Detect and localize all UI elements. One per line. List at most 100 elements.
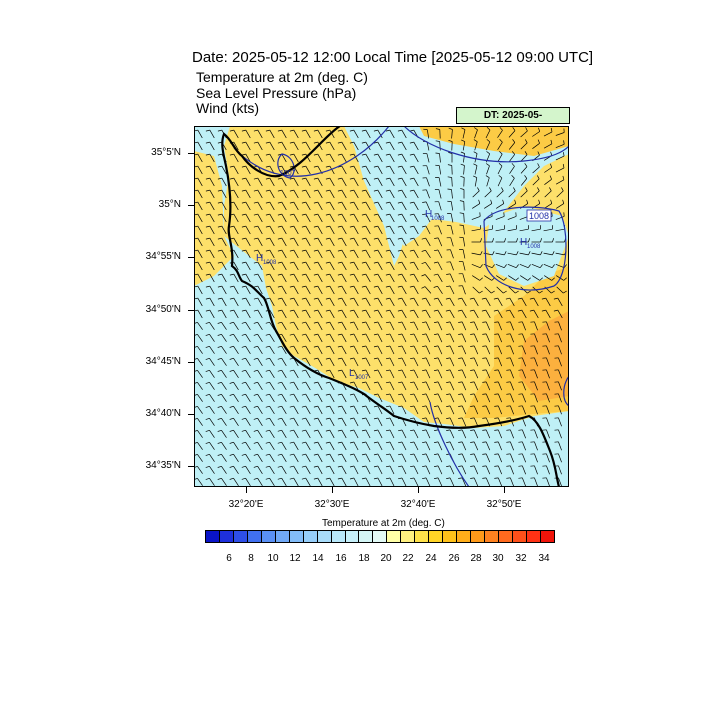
wind-barb — [509, 297, 515, 307]
wind-barb — [329, 189, 335, 199]
wind-barb — [341, 297, 347, 307]
wind-barb — [365, 405, 371, 415]
wind-barb-flag — [398, 393, 403, 396]
wind-barb — [438, 189, 442, 199]
wind-barb-flag — [277, 177, 282, 180]
wind-barb — [341, 465, 347, 475]
wind-barb-flag — [205, 165, 210, 168]
wind-barb — [329, 249, 335, 259]
wind-barb — [269, 394, 275, 402]
wind-barb — [413, 321, 419, 331]
wind-barb — [437, 345, 443, 355]
wind-barb-flag — [349, 237, 354, 240]
wind-barb — [389, 333, 395, 343]
wind-barb-flag — [397, 141, 402, 144]
wind-barb-flag — [518, 405, 523, 407]
wind-barb — [209, 165, 215, 175]
wind-barb-flag — [494, 381, 499, 383]
wind-barb — [245, 213, 251, 223]
wind-barb-flag — [494, 453, 499, 455]
wind-barb-flag — [241, 345, 246, 348]
wind-barb — [532, 166, 540, 174]
wind-barb-flag — [397, 237, 402, 240]
wind-barb-flag — [409, 189, 414, 192]
wind-barb-flag — [494, 393, 499, 395]
wind-barb — [461, 381, 467, 391]
wind-barb — [521, 441, 527, 451]
wind-barb-flag — [229, 477, 234, 480]
wind-barb-flag — [385, 153, 390, 156]
wind-barb-flag — [241, 441, 246, 444]
wind-barb-flag — [446, 405, 451, 407]
wind-barb-flag — [506, 405, 511, 407]
wind-barb — [233, 141, 239, 151]
wind-barb — [377, 465, 383, 475]
wind-barb — [353, 429, 359, 439]
wind-barb — [450, 249, 454, 259]
wind-barb — [438, 201, 442, 211]
wind-barb — [532, 131, 540, 137]
wind-barb — [257, 418, 263, 426]
wind-barb — [257, 141, 263, 151]
wind-barb — [558, 429, 562, 439]
wind-barb — [483, 228, 493, 232]
wind-barb-flag — [398, 333, 403, 336]
wind-barb — [257, 346, 263, 354]
wind-barb-flag — [482, 441, 487, 443]
wind-barb — [257, 394, 263, 402]
wind-barb — [534, 321, 538, 331]
wind-barb — [521, 477, 527, 487]
wind-barb — [437, 453, 443, 463]
wind-barb — [269, 430, 275, 438]
wind-barb — [389, 297, 395, 307]
wind-barb — [437, 441, 443, 451]
wind-barb-flag — [265, 441, 270, 444]
wind-barb-flag — [277, 189, 282, 192]
wind-barb-flag — [265, 141, 270, 144]
isobar-east-high — [483, 206, 567, 291]
wind-barb — [509, 381, 515, 391]
wind-barb — [233, 189, 239, 199]
wind-barb-flag — [373, 189, 378, 192]
wind-barb — [305, 297, 311, 307]
wind-barb — [293, 429, 299, 439]
wind-barb — [461, 441, 467, 451]
wind-barb — [473, 321, 479, 331]
pressure-label-low-south-value: 1007 — [355, 375, 369, 381]
wind-barb-flag — [205, 429, 210, 432]
wind-barb — [293, 393, 299, 403]
wind-barb — [365, 189, 371, 199]
wind-barb-flag — [551, 290, 555, 294]
wind-barb-flag — [398, 321, 403, 324]
wind-barb-flag — [536, 175, 540, 180]
wind-barb — [353, 213, 359, 223]
wind-barb-flag — [217, 129, 222, 132]
wind-barb — [377, 273, 383, 283]
wind-barb — [353, 417, 359, 427]
wind-barb — [401, 237, 407, 247]
wind-barb — [269, 466, 275, 474]
wind-barb-flag — [337, 237, 342, 240]
wind-barb-flag — [349, 141, 354, 144]
wind-barb-flag — [470, 345, 475, 347]
wind-barb — [317, 465, 323, 475]
wind-barb — [401, 465, 407, 475]
wind-barb-flag — [524, 175, 528, 179]
wind-barb — [317, 237, 323, 247]
wind-barb-flag — [313, 129, 318, 132]
wind-barb-flag — [373, 477, 378, 480]
wind-barb — [209, 466, 215, 474]
wind-barb — [317, 405, 323, 415]
wind-barb-flag — [205, 417, 210, 420]
wind-barb-flag — [518, 393, 523, 395]
wind-barb — [473, 465, 479, 475]
pressure-label-high-west: H — [256, 253, 263, 264]
wind-barb-flag — [409, 297, 414, 300]
wind-barb — [377, 153, 383, 163]
wind-barb-flag — [265, 177, 270, 180]
wind-barb — [508, 190, 516, 198]
wind-barb-flag — [277, 393, 282, 396]
wind-barb-flag — [265, 129, 270, 132]
wind-barb — [532, 190, 540, 198]
wind-barb — [413, 453, 419, 463]
